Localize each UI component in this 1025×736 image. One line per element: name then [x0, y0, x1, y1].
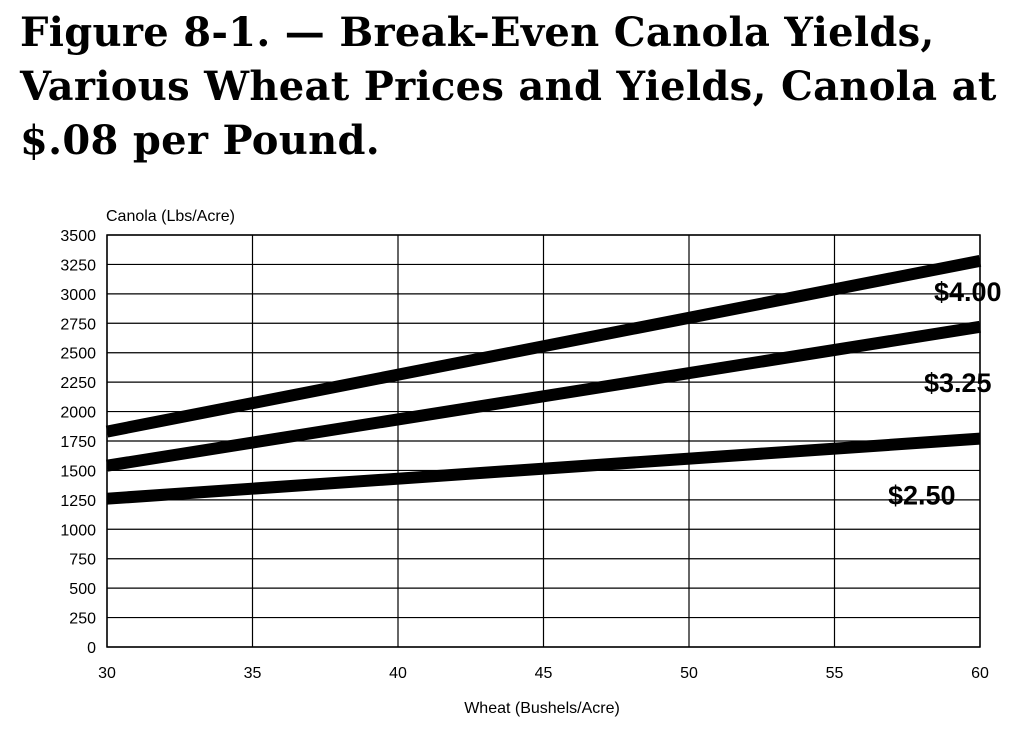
series-label: $3.25: [924, 368, 992, 398]
y-tick-label: 1250: [60, 493, 96, 510]
series-label: $4.00: [934, 277, 1002, 307]
series-label: $2.50: [888, 481, 956, 511]
y-tick-label: 2250: [60, 375, 96, 392]
y-tick-label: 1500: [60, 463, 96, 480]
x-tick-label: 30: [98, 665, 116, 682]
series-labels: $4.00 $3.25 $2.50: [888, 277, 1002, 511]
y-tick-label: 1750: [60, 434, 96, 451]
x-tick-label: 45: [535, 665, 553, 682]
x-axis-label: Wheat (Bushels/Acre): [464, 700, 620, 717]
y-tick-label: 3250: [60, 257, 96, 274]
x-tick-label: 55: [826, 665, 844, 682]
x-tick-label: 50: [680, 665, 698, 682]
y-tick-label: 0: [87, 640, 96, 657]
series-layer: [105, 255, 982, 505]
y-tick-label: 2500: [60, 346, 96, 363]
y-tick-label: 250: [69, 611, 96, 628]
y-tick-label: 2750: [60, 316, 96, 333]
x-tick-labels: 30 35 40 45 50 55 60: [98, 665, 989, 682]
x-tick-label: 35: [244, 665, 262, 682]
y-tick-label: 500: [69, 581, 96, 598]
series-line: [106, 432, 981, 505]
y-tick-label: 750: [69, 552, 96, 569]
y-tick-label: 1000: [60, 522, 96, 539]
chart-title: Figure 8-1. — Break-Even Canola Yields, …: [20, 9, 997, 164]
x-tick-label: 40: [389, 665, 407, 682]
series-line: [105, 255, 982, 438]
y-tick-labels: 0 250 500 750 1000 1250 1500 1750 2000 2250 2500 27…: [60, 228, 96, 657]
y-axis-label: Canola (Lbs/Acre): [106, 208, 235, 225]
series-line: [106, 320, 981, 472]
y-tick-label: 3000: [60, 287, 96, 304]
y-tick-label: 2000: [60, 405, 96, 422]
y-tick-label: 3500: [60, 228, 96, 245]
x-tick-label: 60: [971, 665, 989, 682]
